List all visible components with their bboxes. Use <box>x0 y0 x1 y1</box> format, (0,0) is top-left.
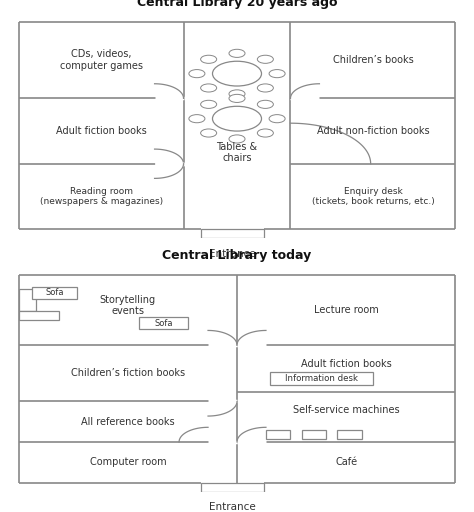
Circle shape <box>189 70 205 78</box>
Text: Storytelling
events: Storytelling events <box>100 295 156 316</box>
Text: Lecture room: Lecture room <box>314 305 379 315</box>
Circle shape <box>229 94 245 102</box>
Text: Self-service machines: Self-service machines <box>293 406 400 415</box>
Text: Information desk: Information desk <box>285 374 358 383</box>
Bar <box>201 229 264 238</box>
Circle shape <box>189 115 205 123</box>
Bar <box>201 482 264 492</box>
Text: Reading room
(newspapers & magazines): Reading room (newspapers & magazines) <box>39 187 163 206</box>
Text: Tables &
chairs: Tables & chairs <box>217 142 257 163</box>
Bar <box>139 317 188 329</box>
Text: Computer room: Computer room <box>90 457 166 467</box>
Circle shape <box>257 84 273 92</box>
Circle shape <box>229 49 245 57</box>
Text: CDs, videos,
computer games: CDs, videos, computer games <box>60 49 143 71</box>
Circle shape <box>201 100 217 109</box>
Text: Children’s fiction books: Children’s fiction books <box>71 368 185 378</box>
Circle shape <box>229 90 245 98</box>
Circle shape <box>269 70 285 78</box>
Text: Café: Café <box>335 457 357 467</box>
Text: Sofa: Sofa <box>154 318 173 328</box>
Title: Central Library 20 years ago: Central Library 20 years ago <box>137 0 337 9</box>
Text: Entrance: Entrance <box>209 249 256 259</box>
Title: Central Library today: Central Library today <box>163 249 311 262</box>
Bar <box>18 311 59 321</box>
Bar <box>337 430 362 439</box>
Text: All reference books: All reference books <box>81 417 174 426</box>
Circle shape <box>257 129 273 137</box>
Circle shape <box>229 135 245 143</box>
Text: Adult fiction books: Adult fiction books <box>56 126 146 136</box>
Circle shape <box>201 129 217 137</box>
Circle shape <box>212 61 262 86</box>
Circle shape <box>269 115 285 123</box>
Circle shape <box>257 100 273 109</box>
Bar <box>301 430 326 439</box>
Bar <box>266 430 291 439</box>
Circle shape <box>212 106 262 131</box>
Circle shape <box>257 55 273 63</box>
Circle shape <box>201 55 217 63</box>
Bar <box>270 372 373 385</box>
Text: Adult fiction books: Adult fiction books <box>301 359 392 369</box>
Text: Sofa: Sofa <box>45 288 64 297</box>
Bar <box>32 287 77 299</box>
Text: Adult non-fiction books: Adult non-fiction books <box>317 126 429 136</box>
Text: Enquiry desk
(tickets, book returns, etc.): Enquiry desk (tickets, book returns, etc… <box>311 187 434 206</box>
Bar <box>18 289 36 311</box>
Text: Entrance: Entrance <box>209 502 256 512</box>
Text: Children’s books: Children’s books <box>333 55 413 65</box>
Circle shape <box>201 84 217 92</box>
